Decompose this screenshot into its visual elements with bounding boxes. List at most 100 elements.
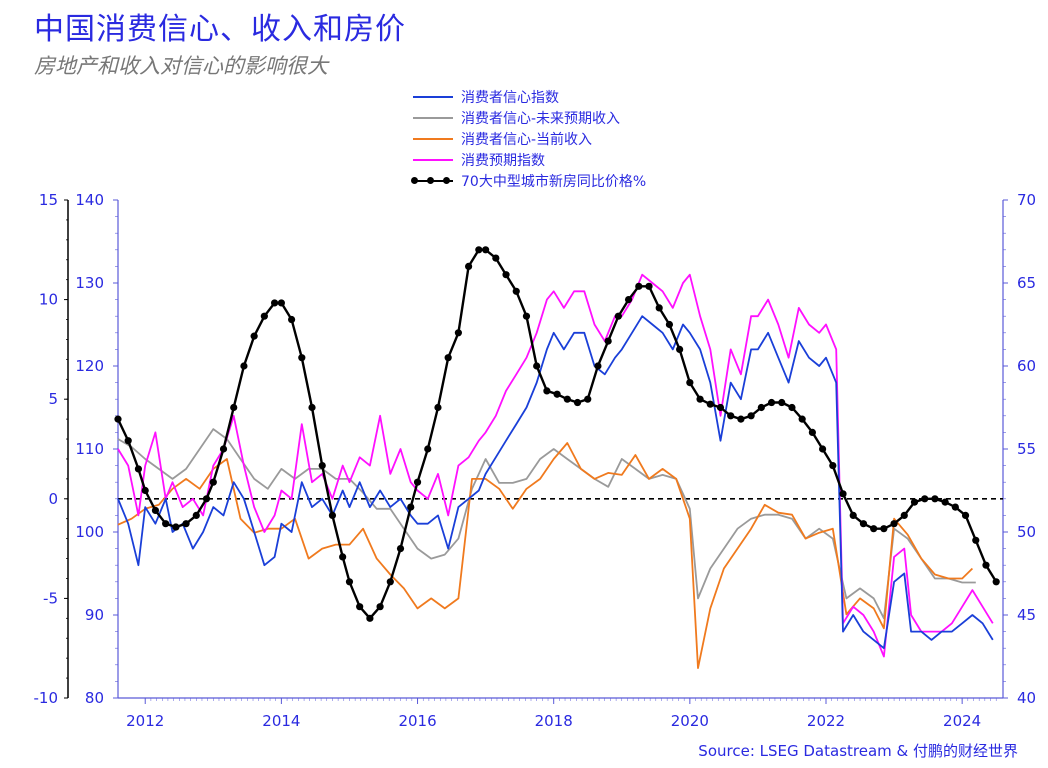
legend-item: 消费预期指数 xyxy=(413,149,646,170)
series-point xyxy=(318,462,326,470)
series-point xyxy=(788,403,796,412)
series-point xyxy=(645,282,653,290)
x-tick-label: 2016 xyxy=(398,712,436,730)
series-point xyxy=(502,271,510,279)
series-point xyxy=(277,299,285,307)
series-point xyxy=(849,511,857,519)
legend-label: 消费者信心-未来预期收入 xyxy=(461,110,621,127)
legend-label: 消费预期指数 xyxy=(461,152,545,169)
series-point xyxy=(396,545,405,553)
series-point xyxy=(434,403,442,412)
series-point xyxy=(778,398,786,407)
series-point xyxy=(192,511,200,519)
series-point xyxy=(961,511,970,519)
left-outer-tick-label: 15 xyxy=(39,191,58,209)
legend-swatch xyxy=(413,137,453,140)
series-point xyxy=(859,520,868,528)
x-tick-label: 2022 xyxy=(807,712,845,730)
series-point xyxy=(162,520,170,528)
series-point xyxy=(424,445,432,453)
series-point xyxy=(522,312,531,320)
series-point xyxy=(444,354,452,362)
series-point xyxy=(716,403,725,412)
series-point xyxy=(339,553,347,561)
legend-item: 70大中型城市新房同比价格% xyxy=(411,170,647,191)
series-point xyxy=(900,511,908,519)
series-point xyxy=(686,379,694,387)
series-point xyxy=(614,312,622,320)
series-point xyxy=(727,412,735,420)
right-tick-label: 70 xyxy=(1017,191,1036,209)
series-point xyxy=(250,332,258,340)
series-point xyxy=(151,506,160,515)
series-point xyxy=(543,387,551,395)
series-point xyxy=(931,495,939,503)
series-point xyxy=(141,486,149,495)
series-point xyxy=(328,511,337,519)
series-point xyxy=(941,498,949,506)
series-point xyxy=(829,462,837,470)
series-point xyxy=(386,578,394,586)
series-point xyxy=(635,282,643,290)
left-inner-tick-label: 130 xyxy=(75,274,104,292)
series-point xyxy=(492,254,500,262)
series-point xyxy=(134,465,143,473)
series-point xyxy=(573,398,582,407)
right-tick-label: 50 xyxy=(1017,523,1036,541)
series-point xyxy=(533,362,541,370)
left-inner-tick-label: 90 xyxy=(85,606,104,624)
left-outer-tick-label: -5 xyxy=(43,589,58,607)
legend-swatch xyxy=(413,95,453,98)
series-point xyxy=(584,395,592,403)
series-point xyxy=(308,403,316,412)
left-inner-tick-label: 100 xyxy=(75,523,104,541)
legend-item: 消费者信心-未来预期收入 xyxy=(413,107,646,128)
legend-swatch xyxy=(413,116,453,119)
legend-label: 70大中型城市新房同比价格% xyxy=(461,173,647,190)
left-inner-tick-label: 80 xyxy=(85,689,104,707)
series-line xyxy=(116,248,998,620)
series-point xyxy=(604,337,612,345)
series-point xyxy=(240,362,248,370)
right-tick-label: 45 xyxy=(1017,606,1036,624)
series-point xyxy=(230,403,238,412)
chart-subtitle: 房地产和收入对信心的影响很大 xyxy=(34,54,328,78)
legend-item: 消费者信心指数 xyxy=(413,86,646,107)
series-point xyxy=(553,390,561,398)
right-tick-label: 55 xyxy=(1017,440,1036,458)
series-point xyxy=(594,362,602,370)
series-point xyxy=(114,415,122,423)
left-inner-tick-label: 110 xyxy=(75,440,104,458)
series-point xyxy=(747,412,755,420)
legend-marker xyxy=(443,176,450,184)
series-point xyxy=(376,603,384,611)
x-tick-label: 2020 xyxy=(671,712,709,730)
left-outer-tick-label: 0 xyxy=(48,490,58,508)
series-point xyxy=(413,478,422,486)
legend-swatch xyxy=(411,176,453,184)
series-point xyxy=(209,478,217,486)
series-point xyxy=(676,345,684,353)
series-point xyxy=(260,312,268,320)
x-tick-label: 2012 xyxy=(126,712,164,730)
right-tick-label: 60 xyxy=(1017,357,1036,375)
series-point xyxy=(407,503,415,511)
series-point xyxy=(202,495,211,503)
series-point xyxy=(890,520,898,528)
series-point xyxy=(910,498,919,506)
series-point xyxy=(182,520,190,528)
series-point xyxy=(366,614,374,622)
x-tick-label: 2014 xyxy=(262,712,300,730)
series-point xyxy=(172,523,180,531)
series-point xyxy=(972,536,980,544)
series-point xyxy=(921,495,929,503)
series-point xyxy=(482,246,490,254)
series-point xyxy=(356,603,364,611)
series-point xyxy=(757,403,765,412)
legend-swatch xyxy=(413,158,453,161)
series-point xyxy=(665,320,674,329)
series-line xyxy=(117,428,976,620)
chart-legend: 消费者信心指数 消费者信心-未来预期收入 消费者信心-当前收入 消费预期指数 70大中型… xyxy=(411,86,647,191)
series-point xyxy=(124,437,132,445)
